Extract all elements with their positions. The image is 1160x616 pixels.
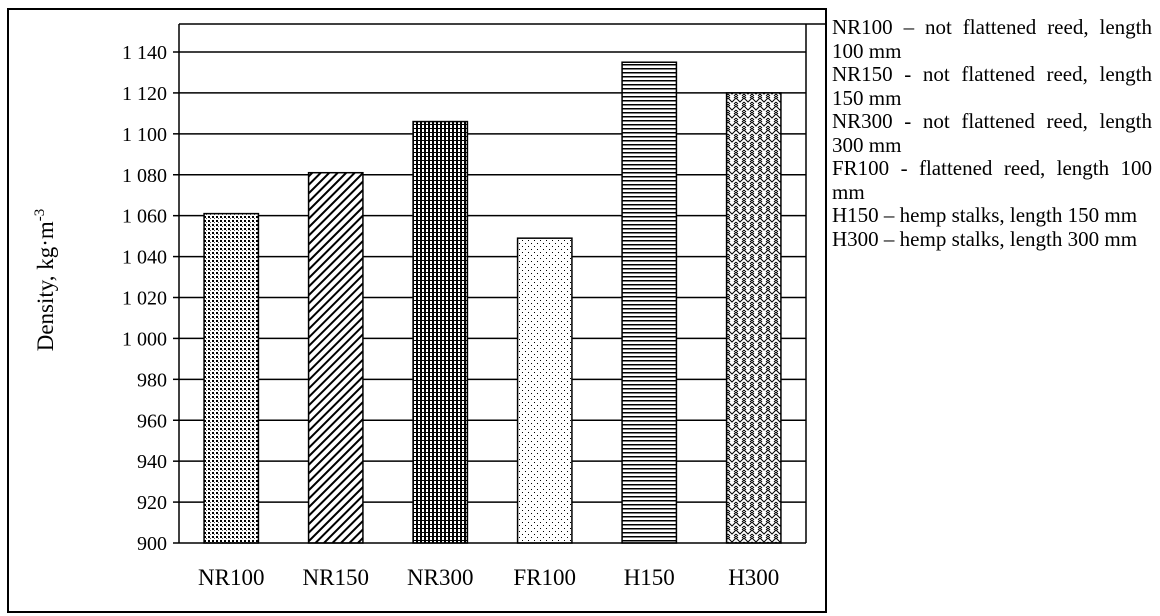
y-tick-label: 940 bbox=[137, 451, 167, 473]
y-axis-title-exponent: -3 bbox=[32, 209, 48, 222]
y-tick-label: 1 120 bbox=[122, 83, 167, 105]
y-tick-label: 1 080 bbox=[122, 165, 167, 187]
bars bbox=[203, 61, 782, 544]
bar-fr100 bbox=[516, 237, 573, 544]
x-category-label: H300 bbox=[728, 565, 779, 590]
bar-nr300 bbox=[412, 120, 469, 544]
legend-entry-nr100: NR100 – not flattened reed, length 100 m… bbox=[832, 15, 1152, 63]
bar-nr150 bbox=[307, 171, 364, 544]
y-tick-labels: 900 920 940 960 980 1 000 1 020 1 040 1 060 1 080… bbox=[122, 42, 167, 555]
y-tick-label: 960 bbox=[137, 410, 167, 432]
y-tick-label: 1 020 bbox=[122, 288, 167, 310]
y-tick-label: 1 040 bbox=[122, 247, 167, 269]
x-category-label: FR100 bbox=[513, 565, 576, 590]
y-axis-title: Density, kg·m-3 bbox=[32, 209, 58, 352]
x-category-label: NR100 bbox=[198, 565, 264, 590]
y-tick-label: 1 100 bbox=[122, 124, 167, 146]
legend-entry-h300: H300 – hemp stalks, length 300 mm bbox=[832, 226, 1138, 251]
x-category-labels: NR100 NR150 NR300 FR100 H150 H300 bbox=[198, 565, 779, 590]
gridlines bbox=[179, 23, 826, 503]
bar-h300 bbox=[725, 92, 782, 544]
x-category-label: H150 bbox=[624, 565, 675, 590]
chart-frame bbox=[7, 8, 827, 613]
y-tick-label: 1 140 bbox=[122, 42, 167, 64]
y-tick-label: 980 bbox=[137, 369, 167, 391]
legend-entry-h150: H150 – hemp stalks, length 150 mm bbox=[832, 203, 1138, 227]
y-tick-label: 920 bbox=[137, 492, 167, 514]
y-axis-title-main: Density, kg·m bbox=[33, 221, 58, 351]
axes bbox=[173, 24, 807, 544]
x-category-label: NR300 bbox=[407, 565, 473, 590]
legend: NR100 – not flattened reed, length 100 m… bbox=[832, 15, 1152, 251]
bar-nr100 bbox=[203, 212, 260, 544]
legend-entry-nr150: NR150 - not flattened reed, length 150 m… bbox=[832, 62, 1152, 110]
y-tick-label: 900 bbox=[137, 533, 167, 555]
x-category-label: NR150 bbox=[303, 565, 369, 590]
legend-entry-nr300: NR300 - not flattened reed, length 300 m… bbox=[832, 109, 1152, 157]
legend-entry-fr100: FR100 - flattened reed, length 100 mm bbox=[832, 156, 1152, 204]
y-tick-label: 1 000 bbox=[122, 328, 167, 350]
y-tick-label: 1 060 bbox=[122, 206, 167, 228]
bar-h150 bbox=[621, 61, 678, 544]
